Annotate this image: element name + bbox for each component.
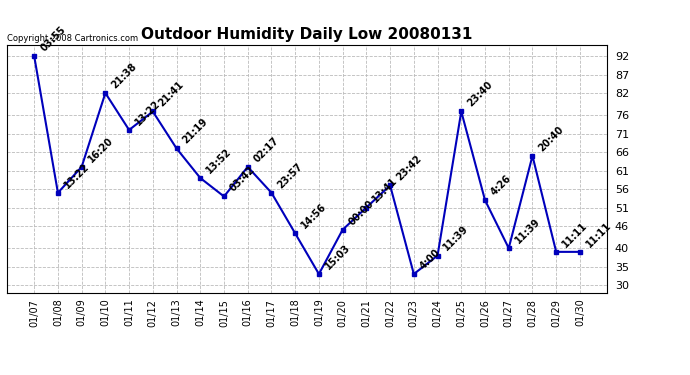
- Text: 21:19: 21:19: [181, 117, 210, 146]
- Text: 4:26: 4:26: [489, 173, 513, 197]
- Text: 16:20: 16:20: [86, 135, 115, 164]
- Text: 13:41: 13:41: [371, 176, 400, 205]
- Text: 03:42: 03:42: [228, 165, 257, 194]
- Text: 21:41: 21:41: [157, 80, 186, 109]
- Text: 23:40: 23:40: [466, 80, 495, 109]
- Text: 23:42: 23:42: [394, 154, 423, 183]
- Text: 11:39: 11:39: [442, 224, 471, 253]
- Text: 21:38: 21:38: [110, 61, 139, 90]
- Text: 4:00: 4:00: [418, 247, 442, 271]
- Text: 15:03: 15:03: [323, 242, 352, 271]
- Text: 00:00: 00:00: [347, 198, 376, 227]
- Text: 11:11: 11:11: [584, 220, 613, 249]
- Text: 23:57: 23:57: [275, 161, 304, 190]
- Text: 03:55: 03:55: [39, 24, 68, 53]
- Title: Outdoor Humidity Daily Low 20080131: Outdoor Humidity Daily Low 20080131: [141, 27, 473, 42]
- Text: 13:22: 13:22: [133, 98, 162, 127]
- Text: 13:22: 13:22: [62, 161, 91, 190]
- Text: 11:11: 11:11: [560, 220, 589, 249]
- Text: 11:39: 11:39: [513, 216, 542, 245]
- Text: Copyright 2008 Cartronics.com: Copyright 2008 Cartronics.com: [7, 33, 138, 42]
- Text: 14:56: 14:56: [299, 202, 328, 231]
- Text: 20:40: 20:40: [537, 124, 566, 153]
- Text: 13:52: 13:52: [204, 146, 233, 175]
- Text: 02:17: 02:17: [252, 135, 281, 164]
